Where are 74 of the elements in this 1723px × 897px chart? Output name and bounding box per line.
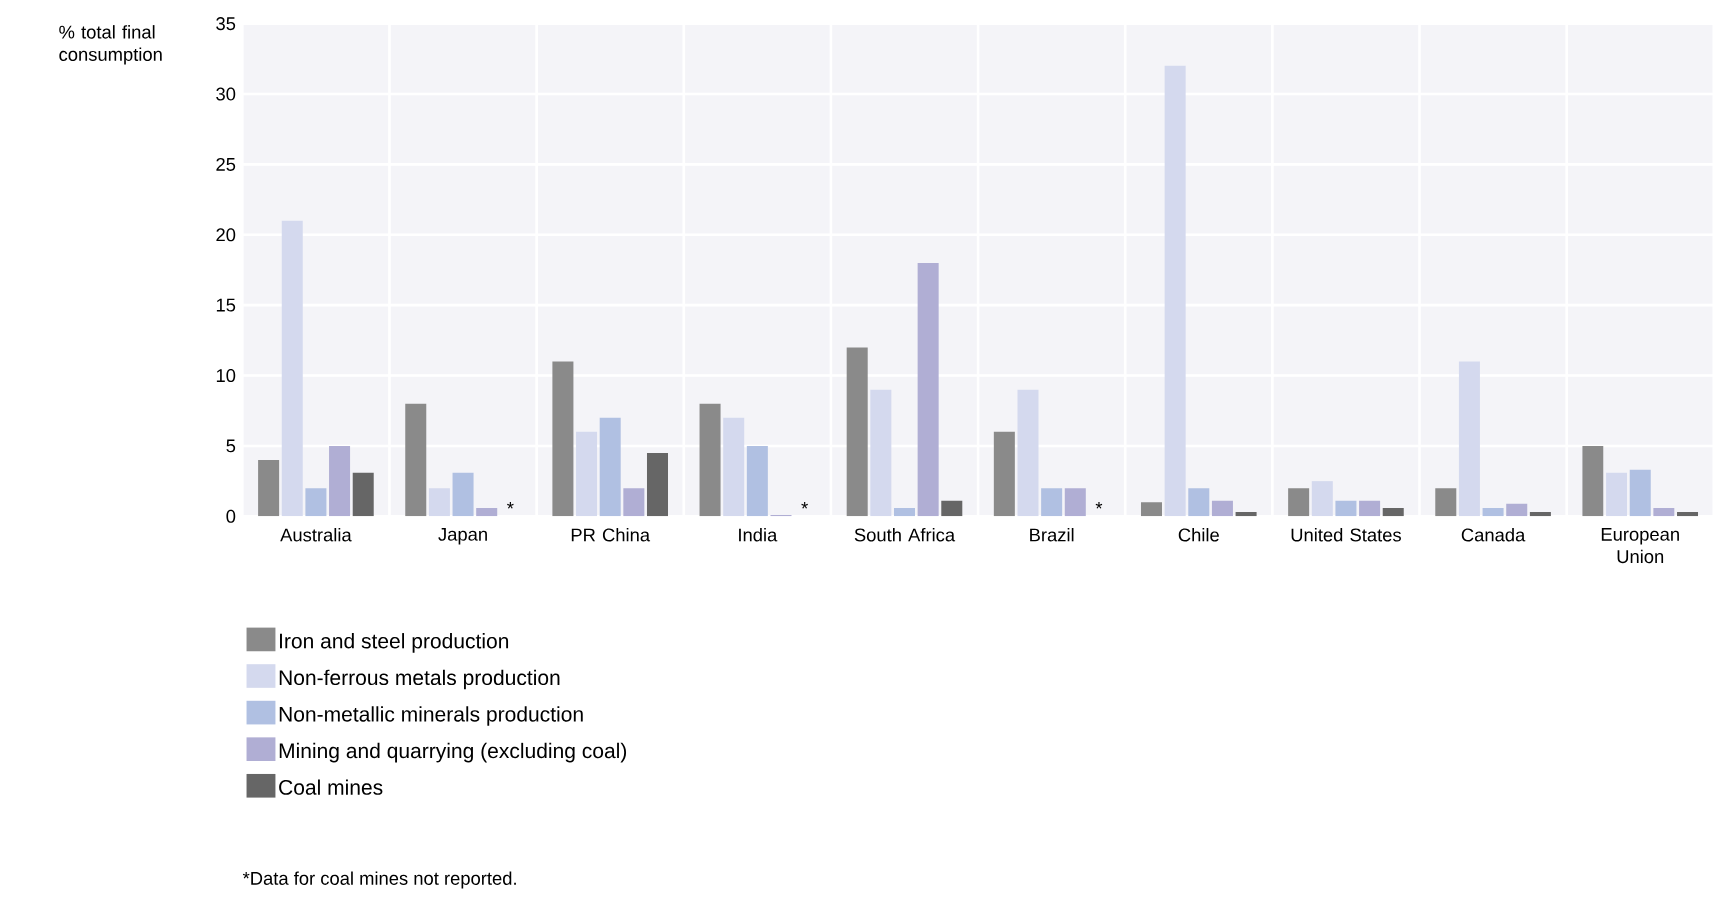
bar bbox=[428, 488, 450, 517]
bar bbox=[1382, 508, 1404, 517]
bar bbox=[1582, 446, 1604, 517]
x-tick-label: India bbox=[739, 528, 778, 542]
legend-label: Coal mines bbox=[279, 779, 383, 795]
bar bbox=[1041, 488, 1063, 517]
x-tick-label: PR China bbox=[571, 528, 651, 542]
x-tick-label: European Union bbox=[1601, 528, 1679, 564]
x-tick-label: Chile bbox=[1178, 528, 1219, 542]
annotation: * bbox=[801, 502, 808, 509]
bar bbox=[1211, 501, 1233, 517]
bar bbox=[576, 432, 598, 517]
x-tick-label: Canada bbox=[1461, 528, 1526, 542]
bar bbox=[1188, 488, 1210, 517]
bar bbox=[646, 453, 669, 517]
legend-label: Mining and quarrying (excluding coal) bbox=[279, 742, 627, 763]
bar bbox=[699, 403, 721, 517]
x-tick-label: Brazil bbox=[1030, 528, 1074, 542]
legend-label: Non-ferrous metals production bbox=[279, 669, 560, 690]
bar bbox=[1482, 508, 1504, 517]
y-tick-label: 30 bbox=[216, 87, 236, 101]
y-tick-label: 35 bbox=[216, 17, 236, 31]
bar bbox=[1288, 488, 1310, 517]
bar bbox=[893, 508, 916, 517]
bar bbox=[1359, 501, 1381, 517]
bar bbox=[258, 460, 280, 517]
x-tick-label: Japan bbox=[438, 528, 487, 545]
bar bbox=[1017, 389, 1039, 517]
bar bbox=[329, 446, 351, 517]
x-tick-label: Australia bbox=[280, 528, 352, 542]
bar bbox=[452, 472, 474, 517]
bar bbox=[993, 432, 1015, 517]
y-tick-label: 10 bbox=[216, 369, 236, 383]
bar bbox=[1311, 481, 1333, 517]
bar bbox=[1064, 488, 1086, 517]
y-tick-label: 25 bbox=[216, 158, 236, 172]
bar bbox=[305, 488, 327, 517]
bar bbox=[1529, 512, 1551, 517]
bar bbox=[552, 361, 574, 517]
bar bbox=[1235, 512, 1257, 517]
bar bbox=[723, 417, 745, 517]
x-tick-label: South Africa bbox=[854, 528, 956, 542]
bar bbox=[1653, 508, 1675, 517]
legend-label: Non-metallic minerals production bbox=[279, 706, 583, 726]
bar bbox=[917, 263, 939, 517]
bar bbox=[870, 389, 892, 517]
bar bbox=[1677, 512, 1699, 517]
bar bbox=[405, 403, 427, 517]
y-tick-label: 0 bbox=[226, 509, 236, 523]
bar bbox=[1140, 502, 1162, 517]
text: *Data for coal mines not reported. bbox=[242, 871, 516, 889]
bar bbox=[1458, 361, 1480, 517]
y-tick-label: 20 bbox=[216, 228, 236, 242]
bar bbox=[1606, 472, 1628, 517]
legend-label: Iron and steel production bbox=[280, 633, 509, 653]
bar bbox=[1506, 503, 1528, 517]
bar bbox=[599, 417, 621, 517]
bar bbox=[623, 488, 645, 517]
bar bbox=[1629, 470, 1651, 517]
bar bbox=[352, 472, 374, 517]
y-tick-label: 15 bbox=[216, 298, 236, 312]
bar bbox=[281, 220, 303, 517]
x-tick-label: United States bbox=[1291, 528, 1401, 542]
annotation: * bbox=[507, 502, 514, 509]
bar bbox=[476, 508, 498, 517]
annotation: * bbox=[1095, 502, 1103, 509]
bar bbox=[746, 446, 768, 517]
bar bbox=[941, 501, 963, 517]
bar bbox=[1435, 488, 1457, 517]
bar bbox=[846, 347, 868, 517]
y-tick-label: 5 bbox=[226, 439, 236, 453]
bar bbox=[1164, 66, 1186, 517]
bar bbox=[1335, 501, 1357, 517]
y-axis-title: % total final consumption bbox=[59, 25, 162, 65]
